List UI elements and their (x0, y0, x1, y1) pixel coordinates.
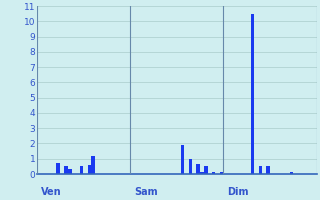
Bar (68, 169, 72, 174)
Bar (200, 172, 204, 174)
Bar (267, 166, 270, 174)
Bar (92, 156, 95, 174)
Bar (189, 159, 192, 174)
Text: Ven: Ven (41, 187, 61, 197)
Bar (220, 172, 223, 174)
Bar (290, 172, 293, 174)
Bar (64, 166, 68, 174)
Bar (212, 172, 215, 174)
Bar (204, 166, 208, 174)
Bar (80, 166, 83, 174)
Bar (196, 164, 200, 174)
Bar (251, 14, 254, 174)
Bar (259, 166, 262, 174)
Bar (56, 163, 60, 174)
Text: Dim: Dim (227, 187, 249, 197)
Bar (88, 165, 91, 174)
Text: Sam: Sam (134, 187, 158, 197)
Bar (181, 145, 184, 174)
